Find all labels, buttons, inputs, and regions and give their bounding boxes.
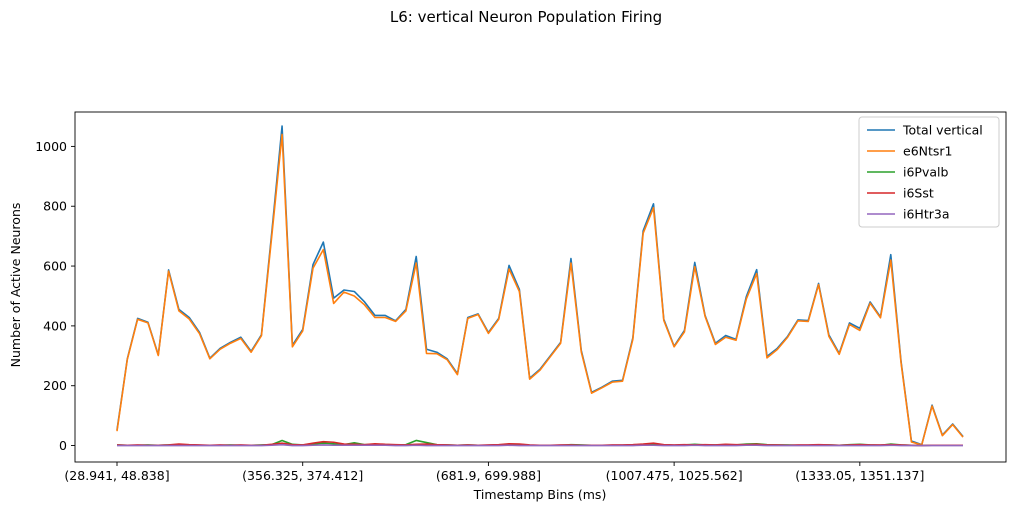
x-tick-label: (28.941, 48.838] xyxy=(64,468,169,483)
x-axis-label: Timestamp Bins (ms) xyxy=(473,487,607,502)
y-tick-label: 200 xyxy=(43,378,67,393)
y-tick-label: 0 xyxy=(59,438,67,453)
chart-legend: Total vertical e6Ntsr1 i6Pvalb i6Sst i6Htr3a xyxy=(858,116,1000,228)
series-line-e6ntsr1 xyxy=(116,133,964,446)
y-tick-label: 400 xyxy=(43,318,67,333)
x-tick-label: (1007.475, 1025.562] xyxy=(606,468,743,483)
series-line-total-vertical xyxy=(116,125,964,446)
legend-label: i6Pvalb xyxy=(903,165,948,180)
legend-label: i6Htr3a xyxy=(903,207,949,222)
legend-box xyxy=(858,116,1000,228)
legend-label: e6Ntsr1 xyxy=(903,144,953,159)
x-tick-label: (681.9, 699.988] xyxy=(436,468,541,483)
chart-title: L6: vertical Neuron Population Firing xyxy=(390,8,662,26)
plot-area: 0 200 400 600 800 1000 (28.941, 48.838] (356.32… xyxy=(35,111,1007,483)
legend-label: i6Sst xyxy=(903,186,934,201)
series-line-i6htr3a xyxy=(117,443,963,447)
y-axis-label: Number of Active Neurons xyxy=(8,203,23,368)
x-tick-label: (1333.05, 1351.137] xyxy=(795,468,924,483)
y-tick-label: 600 xyxy=(43,259,67,274)
x-tick-label: (356.325, 374.412] xyxy=(242,468,363,483)
y-tick-label: 1000 xyxy=(35,139,67,154)
y-tick-label: 800 xyxy=(43,199,67,214)
legend-label: Total vertical xyxy=(902,123,983,138)
plot-frame xyxy=(74,111,1007,463)
